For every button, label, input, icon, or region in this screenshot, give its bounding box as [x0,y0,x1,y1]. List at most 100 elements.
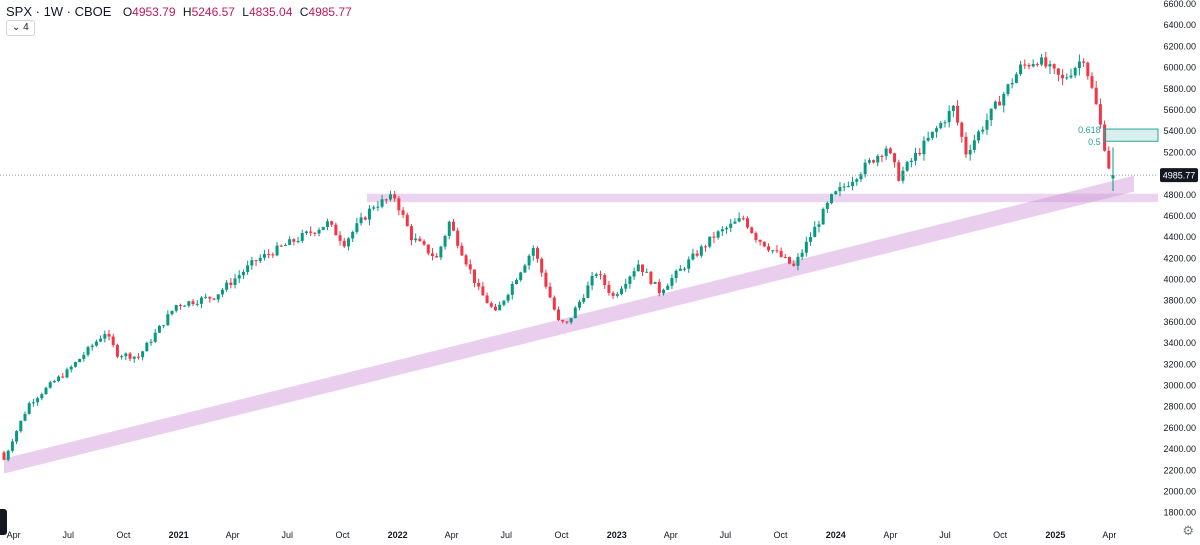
candle-body [578,301,582,308]
candle-body [384,199,388,201]
candle-body [40,394,44,399]
candle-body [1010,82,1014,85]
candle-body [1040,57,1044,65]
candle-body [863,162,867,175]
candle-body [922,140,926,155]
drawing-layer [4,175,1158,474]
candle-body [825,203,829,209]
candle-body [267,254,271,256]
candle-body [695,253,699,256]
candle-body [288,239,292,245]
high-label: H [182,5,192,19]
candle-body [48,382,52,388]
price-tick-label: 2200.00 [1163,465,1196,475]
candle-body [649,271,653,284]
price-tick-label: 3000.00 [1163,381,1196,391]
candle-body [754,232,758,240]
candle-body [687,259,691,269]
candle-body [611,292,615,296]
candle-body [519,272,523,281]
candle-body [998,101,1002,106]
candle-body [69,366,73,370]
time-tick-label: Apr [1102,530,1116,540]
time-tick-label: 2023 [607,530,627,540]
candle-body [195,303,199,305]
candle-body [1048,64,1052,67]
candle-body [489,303,493,307]
fib-retracement-box [1104,128,1159,142]
close-value: 4985.77 [308,5,352,19]
candle-body [947,110,951,123]
candle-body [632,271,636,277]
candle-body [993,101,997,109]
candle-body [569,318,573,323]
candle-body [414,238,418,241]
candle-body [985,120,989,130]
candle-body [813,226,817,238]
candle-body [939,123,943,129]
fib-level-label: 0.5 [1088,137,1101,147]
price-tick-label: 1800.00 [1163,508,1196,518]
candle-body [956,105,960,123]
candle-body [502,300,506,305]
open-value: 4953.79 [132,5,176,19]
price-axis[interactable]: 6600.00 6400.00 6200.00 6000.00 5800.00 5600.… [1160,0,1198,518]
candle-body [393,194,397,199]
candle-body [162,325,166,327]
candle-body-last [1111,175,1115,179]
indicators-toggle[interactable]: ⌄ 4 [6,20,35,36]
candle-body [586,285,590,298]
candle-body [573,307,577,319]
candle-body [514,280,518,285]
candle-body [422,241,426,245]
candle-body [367,208,371,220]
time-tick-label: Oct [116,530,131,540]
candle-body [712,236,716,238]
time-tick-label: Oct [993,530,1008,540]
side-panel-handle[interactable] [0,509,7,535]
candle-body [464,255,468,265]
candle-body [237,275,241,279]
candle-body [830,194,834,204]
candle-body [258,257,262,261]
candle-body [767,246,771,251]
candles-layer [2,51,1115,462]
candle-body [872,160,876,163]
candle-body [1035,64,1039,66]
candle-body [376,206,380,208]
time-tick-label: 2025 [1045,530,1065,540]
candle-body [662,289,666,294]
candle-body [183,305,187,307]
candle-body [779,250,783,257]
candle-body [590,275,594,286]
high-value: 5246.57 [191,5,235,19]
candle-body [145,342,149,352]
candle-body [153,332,157,342]
candle-body [960,122,964,137]
candle-body [1061,74,1065,79]
candle-body [674,270,678,278]
candle-body [594,274,598,276]
candle-body [888,148,892,154]
candle-body [989,108,993,121]
candle-body [477,282,481,287]
candle-body [468,264,472,270]
symbol-title[interactable]: SPX · 1W · CBOE [6,4,112,19]
candle-body [1094,87,1098,105]
price-tick-label: 5400.00 [1163,126,1196,136]
candle-body [149,341,153,343]
price-tick-label: 4000.00 [1163,275,1196,285]
candle-body [1107,150,1111,169]
price-tick-label: 6200.00 [1163,41,1196,51]
time-tick-label: Jul [939,530,951,540]
candle-body [1044,57,1048,67]
candle-body [1086,62,1090,77]
gear-icon[interactable]: ⚙ [1182,523,1194,538]
candle-body [187,301,191,306]
price-tick-label: 4600.00 [1163,211,1196,221]
candle-body [94,341,98,346]
time-axis[interactable]: Apr Jul Oct 2021 Apr Jul Oct 2022 Apr Jul Oct 2023 A… [7,530,1117,540]
candle-body [15,431,19,442]
candle-body [334,224,338,236]
